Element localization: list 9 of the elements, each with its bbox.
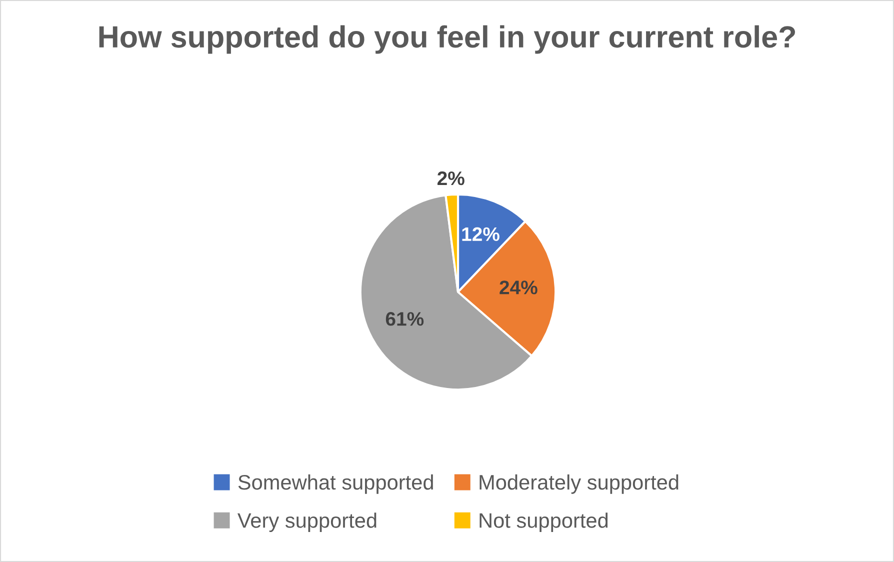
legend-label: Moderately supported [480, 474, 678, 494]
legend-label: Somewhat supported [238, 474, 433, 494]
data-label: 2% [438, 171, 464, 186]
data-label: 61% [386, 312, 424, 326]
legend-label: Very supported [237, 512, 376, 532]
data-label: 24% [500, 280, 538, 294]
chart-title: How supported do you feel in your current role? [99, 25, 795, 54]
data-label: 12% [462, 227, 500, 242]
legend-label: Not supported [480, 512, 608, 532]
